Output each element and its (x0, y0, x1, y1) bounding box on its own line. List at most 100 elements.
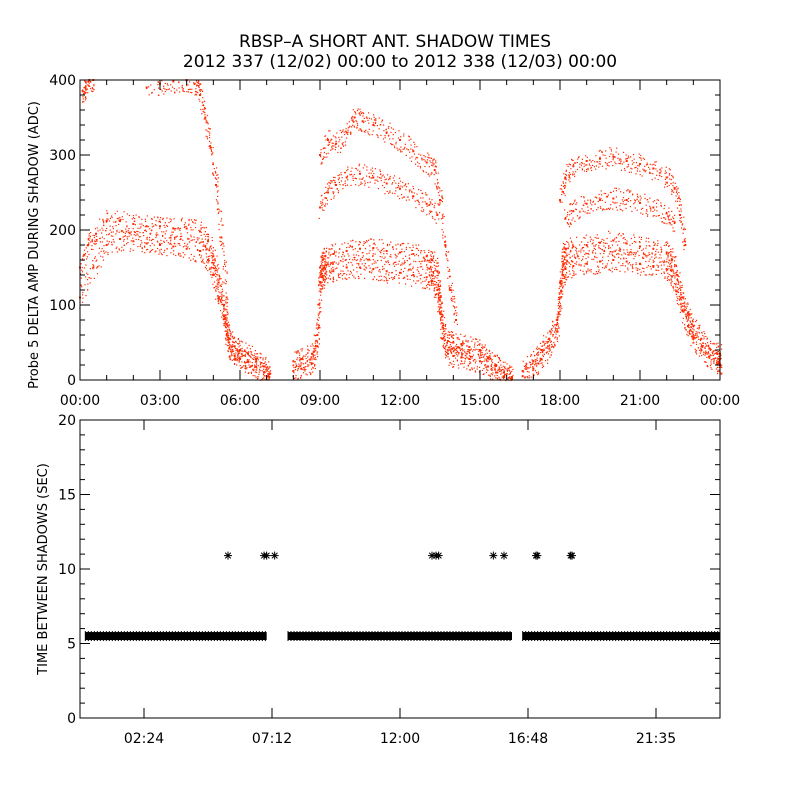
amp-scatter-dot (83, 254, 85, 256)
amp-scatter-dot (404, 146, 406, 148)
amp-scatter-dot (157, 84, 159, 86)
amp-scatter-dot (438, 291, 440, 293)
amp-scatter-dot (229, 358, 231, 360)
amp-scatter-dot (385, 278, 387, 280)
amp-scatter-dot (226, 330, 228, 332)
amp-scatter-dot (265, 358, 267, 360)
amp-scatter-dot (321, 161, 323, 163)
amp-scatter-dot (330, 268, 332, 270)
amp-scatter-dot (437, 262, 439, 264)
amp-scatter-dot (532, 362, 534, 364)
amp-data-point (268, 376, 271, 378)
amp-scatter-dot (663, 260, 666, 262)
amp-data-point (585, 262, 588, 265)
amp-scatter-dot (318, 290, 320, 292)
amp-scatter-dot (436, 294, 438, 296)
amp-scatter-dot (441, 332, 443, 335)
amp-scatter-dot (390, 142, 392, 145)
amp-scatter-dot (679, 311, 681, 313)
amp-scatter-dot (356, 123, 358, 125)
amp-scatter-dot (256, 353, 258, 355)
amp-scatter-dot (155, 250, 157, 252)
amp-scatter-dot (129, 250, 131, 252)
amp-scatter-dot (352, 249, 354, 251)
amp-scatter-dot (199, 242, 201, 244)
amp-scatter-dot (241, 341, 244, 343)
amp-scatter-dot (326, 199, 329, 201)
amp-scatter-dot (508, 373, 510, 375)
amp-data-point (425, 255, 428, 258)
amp-scatter-dot (699, 352, 701, 354)
amp-scatter-dot (430, 265, 432, 267)
amp-scatter-dot (310, 373, 312, 376)
amp-scatter-dot (141, 248, 143, 250)
amp-scatter-dot (648, 260, 650, 262)
amp-scatter-dot (182, 239, 184, 241)
amp-scatter-dot (418, 244, 420, 246)
amp-scatter-dot (453, 321, 456, 323)
amp-scatter-dot (201, 89, 203, 91)
amp-scatter-dot (539, 359, 541, 361)
amp-scatter-dot (680, 298, 682, 300)
amp-scatter-dot (457, 355, 459, 357)
amp-scatter-dot (410, 144, 412, 146)
amp-scatter-dot (700, 349, 703, 351)
amp-scatter-dot (434, 166, 436, 168)
amp-scatter-dot (680, 302, 682, 304)
amp-scatter-dot (243, 350, 245, 352)
amp-scatter-dot (323, 258, 325, 260)
amp-scatter-dot (296, 352, 298, 354)
amp-scatter-dot (327, 183, 329, 185)
amp-scatter-dot (320, 156, 322, 158)
amp-scatter-dot (508, 367, 510, 369)
amp-scatter-dot (674, 273, 676, 275)
amp-scatter-dot (677, 279, 679, 281)
amp-scatter-dot (356, 271, 358, 273)
amp-scatter-dot (222, 303, 224, 305)
amp-scatter-dot (112, 228, 114, 230)
amp-scatter-dot (715, 368, 717, 370)
amp-scatter-dot (560, 268, 562, 270)
amp-scatter-dot (216, 174, 218, 176)
amp-scatter-dot (96, 240, 98, 242)
amp-scatter-dot (435, 283, 437, 285)
amp-scatter-dot (474, 342, 476, 344)
amp-scatter-dot (445, 345, 447, 347)
amp-scatter-dot (319, 326, 321, 328)
amp-scatter-dot (437, 186, 439, 188)
amp-scatter-dot (701, 344, 703, 346)
amp-scatter-dot (308, 350, 310, 352)
amp-scatter-dot (392, 138, 394, 140)
amp-scatter-dot (391, 183, 393, 185)
amp-scatter-dot (223, 254, 225, 256)
amp-scatter-dot (329, 187, 331, 189)
amp-scatter-dot (713, 353, 715, 355)
amp-scatter-dot (699, 343, 701, 345)
amp-data-point (319, 281, 321, 284)
amp-scatter-dot (220, 278, 222, 280)
amp-scatter-dot (677, 288, 679, 290)
amp-scatter-dot (660, 251, 662, 253)
amp-scatter-dot (315, 339, 317, 341)
amp-scatter-dot (201, 260, 203, 262)
amp-scatter-dot (394, 253, 396, 255)
amp-scatter-dot (464, 360, 466, 362)
amp-scatter-dot (170, 238, 172, 240)
amp-scatter-dot (421, 250, 423, 252)
amp-scatter-dot (216, 178, 218, 180)
amp-scatter-dot (206, 114, 209, 117)
amp-scatter-dot (381, 279, 383, 281)
amp-scatter-dot (688, 316, 690, 318)
amp-scatter-dot (159, 221, 161, 223)
amp-scatter-dot (246, 367, 248, 369)
amp-scatter-dot (199, 83, 201, 86)
amp-scatter-dot (548, 338, 550, 341)
amp-scatter-dot (667, 242, 669, 244)
amp-scatter-dot (120, 238, 122, 240)
amp-scatter-dot (441, 218, 443, 220)
amp-scatter-dot (231, 345, 233, 348)
amp-scatter-dot (489, 374, 491, 377)
amp-scatter-dot (265, 364, 267, 366)
amp-scatter-dot (216, 279, 218, 281)
amp-scatter-dot (436, 186, 438, 188)
